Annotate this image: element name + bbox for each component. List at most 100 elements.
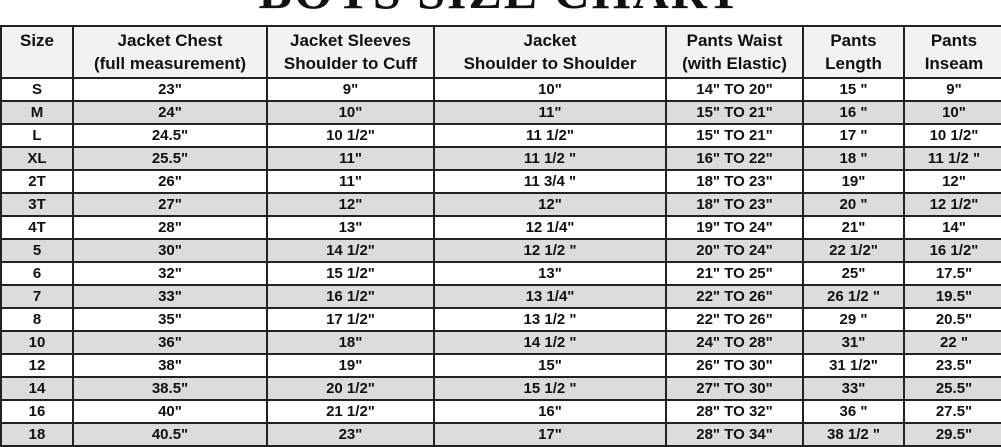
cell-jacket-sleeves: 15 1/2" [266, 261, 435, 286]
cell-size: 5 [0, 238, 74, 263]
cell-jacket-chest: 35" [72, 307, 268, 332]
table-row: 3T 27" 12" 12" 18" TO 23" 20 " 12 1/2" [0, 192, 1001, 217]
cell-jacket-sleeves: 9" [266, 77, 435, 102]
cell-jacket-shoulder: 12" [433, 192, 667, 217]
size-chart-table: Size Jacket Chest (full measurement) Jacke… [0, 25, 1001, 447]
header-line: Pants Waist [686, 31, 783, 50]
cell-pants-inseam: 17.5" [903, 261, 1001, 286]
cell-jacket-chest: 30" [72, 238, 268, 263]
cell-pants-length: 22 1/2" [802, 238, 905, 263]
title-clip: BOYS SIZE CHART [0, 0, 1001, 14]
header-line: Pants [830, 31, 877, 50]
cell-size: 12 [0, 353, 74, 378]
cell-size: 4T [0, 215, 74, 240]
cell-size: 14 [0, 376, 74, 401]
cell-jacket-sleeves: 18" [266, 330, 435, 355]
cell-pants-waist: 20" TO 24" [665, 238, 804, 263]
header-line: Size [19, 31, 55, 50]
column-header-pants-length: Pants Length [802, 25, 905, 79]
cell-size: 3T [0, 192, 74, 217]
header-line [3, 52, 71, 75]
header-line: Inseam [924, 54, 984, 73]
cell-jacket-sleeves: 17 1/2" [266, 307, 435, 332]
cell-size: L [0, 123, 74, 148]
table-row: 2T 26" 11" 11 3/4 " 18" TO 23" 19" 12" [0, 169, 1001, 194]
cell-pants-inseam: 20.5" [903, 307, 1001, 332]
cell-pants-waist: 28" TO 32" [665, 399, 804, 424]
cell-pants-waist: 19" TO 24" [665, 215, 804, 240]
cell-size: M [0, 100, 74, 125]
cell-pants-inseam: 27.5" [903, 399, 1001, 424]
cell-jacket-chest: 40" [72, 399, 268, 424]
column-header-jacket-shoulder: Jacket Shoulder to Shoulder [433, 25, 667, 79]
cell-jacket-shoulder: 14 1/2 " [433, 330, 667, 355]
column-header-size: Size [0, 25, 74, 79]
cell-size: 8 [0, 307, 74, 332]
cell-jacket-shoulder: 15 1/2 " [433, 376, 667, 401]
cell-pants-waist: 26" TO 30" [665, 353, 804, 378]
cell-pants-length: 31 1/2" [802, 353, 905, 378]
cell-pants-waist: 18" TO 23" [665, 169, 804, 194]
cell-size: 7 [0, 284, 74, 309]
cell-size: 10 [0, 330, 74, 355]
table-row: L 24.5" 10 1/2" 11 1/2" 15" TO 21" 17 " 10 1/2… [0, 123, 1001, 148]
cell-pants-waist: 24" TO 28" [665, 330, 804, 355]
cell-jacket-sleeves: 12" [266, 192, 435, 217]
cell-pants-inseam: 16 1/2" [903, 238, 1001, 263]
header-line: Shoulder to Shoulder [463, 54, 637, 73]
cell-jacket-shoulder: 12 1/4" [433, 215, 667, 240]
cell-jacket-sleeves: 14 1/2" [266, 238, 435, 263]
column-header-pants-inseam: Pants Inseam [903, 25, 1001, 79]
cell-size: 6 [0, 261, 74, 286]
column-header-pants-waist: Pants Waist (with Elastic) [665, 25, 804, 79]
cell-jacket-chest: 26" [72, 169, 268, 194]
cell-size: S [0, 77, 74, 102]
cell-pants-length: 26 1/2 " [802, 284, 905, 309]
cell-jacket-sleeves: 10" [266, 100, 435, 125]
cell-size: 18 [0, 422, 74, 447]
cell-pants-length: 25" [802, 261, 905, 286]
table-row: 12 38" 19" 15" 26" TO 30" 31 1/2" 23.5" [0, 353, 1001, 378]
cell-pants-inseam: 12" [903, 169, 1001, 194]
cell-pants-waist: 16" TO 22" [665, 146, 804, 171]
cell-pants-waist: 14" TO 20" [665, 77, 804, 102]
table-row: 18 40.5" 23" 17" 28" TO 34" 38 1/2 " 29.5" [0, 422, 1001, 447]
page-title: BOYS SIZE CHART [0, 0, 1001, 14]
cell-jacket-chest: 36" [72, 330, 268, 355]
header-line: Jacket Chest [117, 31, 223, 50]
cell-pants-length: 33" [802, 376, 905, 401]
cell-jacket-shoulder: 13 1/2 " [433, 307, 667, 332]
cell-pants-waist: 22" TO 26" [665, 307, 804, 332]
header-line: Jacket Sleeves [290, 31, 411, 50]
cell-pants-inseam: 14" [903, 215, 1001, 240]
cell-pants-inseam: 25.5" [903, 376, 1001, 401]
cell-pants-length: 16 " [802, 100, 905, 125]
cell-jacket-shoulder: 11 1/2 " [433, 146, 667, 171]
cell-size: XL [0, 146, 74, 171]
cell-jacket-chest: 28" [72, 215, 268, 240]
header-row: Size Jacket Chest (full measurement) Jacke… [0, 25, 1001, 79]
cell-jacket-shoulder: 12 1/2 " [433, 238, 667, 263]
table-row: 14 38.5" 20 1/2" 15 1/2 " 27" TO 30" 33" 25.5" [0, 376, 1001, 401]
cell-pants-inseam: 22 " [903, 330, 1001, 355]
cell-pants-waist: 22" TO 26" [665, 284, 804, 309]
cell-jacket-shoulder: 17" [433, 422, 667, 447]
table-row: S 23" 9" 10" 14" TO 20" 15 " 9" [0, 77, 1001, 102]
header-line: (with Elastic) [682, 54, 787, 73]
cell-pants-length: 18 " [802, 146, 905, 171]
cell-pants-length: 21" [802, 215, 905, 240]
column-header-jacket-sleeves: Jacket Sleeves Shoulder to Cuff [266, 25, 435, 79]
cell-jacket-chest: 38.5" [72, 376, 268, 401]
cell-pants-inseam: 10" [903, 100, 1001, 125]
cell-jacket-sleeves: 13" [266, 215, 435, 240]
cell-pants-waist: 15" TO 21" [665, 100, 804, 125]
header-line: Pants [930, 31, 978, 50]
cell-jacket-shoulder: 16" [433, 399, 667, 424]
cell-jacket-chest: 23" [72, 77, 268, 102]
cell-pants-length: 36 " [802, 399, 905, 424]
cell-jacket-sleeves: 10 1/2" [266, 123, 435, 148]
cell-pants-waist: 28" TO 34" [665, 422, 804, 447]
table-row: 6 32" 15 1/2" 13" 21" TO 25" 25" 17.5" [0, 261, 1001, 286]
cell-pants-inseam: 29.5" [903, 422, 1001, 447]
cell-jacket-shoulder: 13 1/4" [433, 284, 667, 309]
